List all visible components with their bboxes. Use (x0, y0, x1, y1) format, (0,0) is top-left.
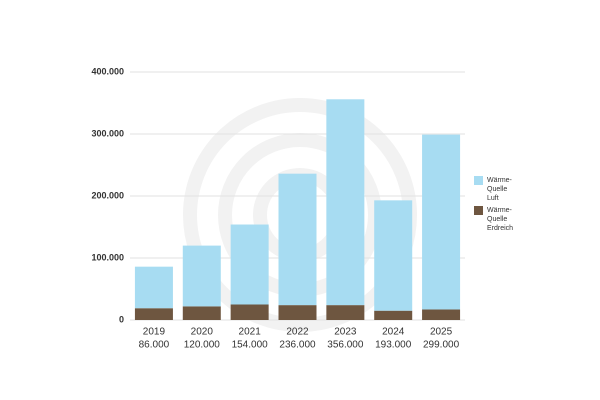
bar-segment (326, 305, 365, 320)
category-total: 86.000 (139, 340, 170, 351)
bar-segment (278, 305, 317, 320)
bar-segment (278, 173, 317, 306)
x-tick-label: 2025 (430, 327, 453, 338)
x-tick-label: 2019 (143, 327, 166, 338)
bar-segment (230, 224, 269, 305)
bar-segment (422, 309, 461, 320)
x-tick-label: 2023 (334, 327, 357, 338)
bar-segment (134, 266, 173, 309)
bar-segment (374, 200, 413, 311)
y-tick-label: 0 (119, 314, 124, 324)
category-total: 356.000 (327, 340, 364, 351)
x-tick-label: 2021 (239, 327, 262, 338)
category-total: 193.000 (375, 340, 412, 351)
bar-segment (182, 245, 221, 307)
bar-segment (182, 306, 221, 320)
bar-segment (326, 99, 365, 306)
legend-swatch (474, 176, 483, 185)
y-tick-label: 400.000 (91, 66, 124, 76)
bar-segment (134, 308, 173, 320)
bar-segment (374, 310, 413, 320)
category-total: 120.000 (184, 340, 221, 351)
x-tick-label: 2024 (382, 327, 405, 338)
legend-label: Wärme-Quelle Erdreich (487, 207, 514, 232)
legend-label: Wärme-Quelle Luft (487, 177, 512, 202)
legend-item: Wärme-Quelle Erdreich (474, 206, 518, 233)
category-total: 299.000 (423, 340, 460, 351)
legend-item: Wärme-Quelle Luft (474, 176, 518, 203)
x-tick-label: 2022 (286, 327, 309, 338)
category-total: 154.000 (232, 340, 269, 351)
y-tick-label: 300.000 (91, 128, 124, 138)
y-tick-label: 100.000 (91, 252, 124, 262)
x-tick-label: 2020 (191, 327, 214, 338)
category-total: 236.000 (279, 340, 316, 351)
y-tick-label: 200.000 (91, 190, 124, 200)
legend-swatch (474, 206, 483, 215)
bar-segment (422, 134, 461, 310)
bar-segment (230, 304, 269, 320)
